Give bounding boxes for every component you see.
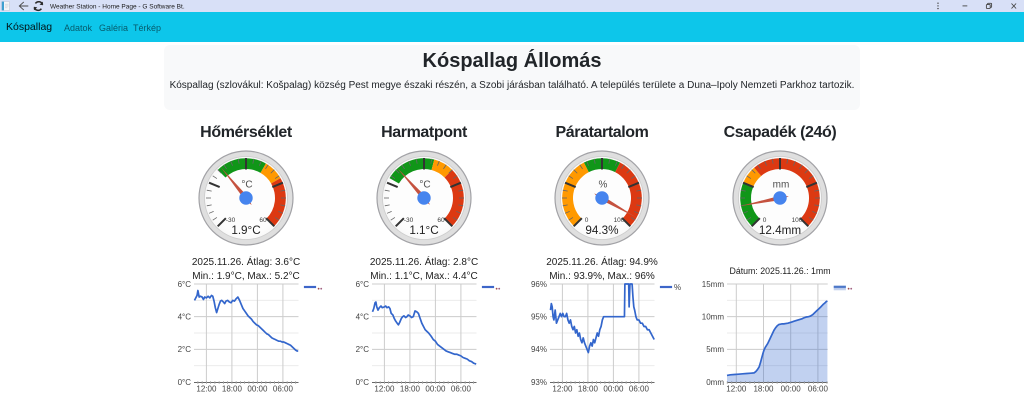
svg-text:06:00: 06:00 [273, 385, 294, 394]
svg-text:00:00: 00:00 [603, 385, 624, 394]
svg-text:Weather Station - Home Page -: Weather Station - Home Page - G Software… [50, 4, 185, 11]
svg-text:0mm: 0mm [706, 378, 724, 387]
svg-text:94.3%: 94.3% [585, 224, 618, 237]
svg-text:100: 100 [614, 217, 625, 224]
svg-text:06:00: 06:00 [451, 385, 472, 394]
svg-text:%: % [599, 180, 608, 191]
svg-text:00:00: 00:00 [781, 385, 802, 394]
svg-text:96%: 96% [531, 280, 547, 289]
svg-text:18:00: 18:00 [578, 385, 599, 394]
svg-text:10mm: 10mm [702, 312, 725, 321]
svg-text:0: 0 [585, 217, 589, 224]
svg-text:4°C: 4°C [178, 312, 192, 321]
svg-text:6°C: 6°C [178, 280, 192, 289]
svg-text:60: 60 [259, 217, 267, 224]
svg-text:12:00: 12:00 [196, 385, 217, 394]
svg-text:12:00: 12:00 [374, 385, 395, 394]
svg-text:18:00: 18:00 [400, 385, 421, 394]
svg-text:12.4mm: 12.4mm [759, 224, 801, 237]
svg-text:2°C: 2°C [178, 345, 192, 354]
svg-text:1.9°C: 1.9°C [231, 224, 260, 237]
svg-text:18:00: 18:00 [222, 385, 243, 394]
svg-text:-30: -30 [226, 217, 236, 224]
svg-text:94%: 94% [531, 345, 547, 354]
svg-text:60: 60 [437, 217, 445, 224]
svg-text:1.1°C: 1.1°C [409, 224, 438, 237]
svg-text:5mm: 5mm [706, 345, 724, 354]
svg-text:15mm: 15mm [702, 280, 725, 289]
svg-text:6°C: 6°C [356, 280, 370, 289]
svg-text:93%: 93% [531, 378, 547, 387]
svg-text:2°C: 2°C [356, 345, 370, 354]
svg-text:0°C: 0°C [356, 378, 370, 387]
svg-text:%: % [674, 283, 681, 292]
svg-text:°C: °C [241, 180, 252, 191]
svg-text:mm: mm [773, 180, 790, 191]
svg-text:0: 0 [763, 217, 767, 224]
svg-text:12:00: 12:00 [552, 385, 573, 394]
svg-text:18:00: 18:00 [753, 385, 774, 394]
svg-text:100: 100 [792, 217, 803, 224]
svg-text:00:00: 00:00 [425, 385, 446, 394]
svg-text:00:00: 00:00 [247, 385, 268, 394]
svg-text:06:00: 06:00 [629, 385, 650, 394]
svg-text:06:00: 06:00 [808, 385, 829, 394]
svg-text:0°C: 0°C [178, 378, 192, 387]
svg-text:95%: 95% [531, 312, 547, 321]
svg-text:-30: -30 [404, 217, 414, 224]
svg-text:4°C: 4°C [356, 312, 370, 321]
svg-text:12:00: 12:00 [726, 385, 747, 394]
svg-text:°C: °C [419, 180, 430, 191]
